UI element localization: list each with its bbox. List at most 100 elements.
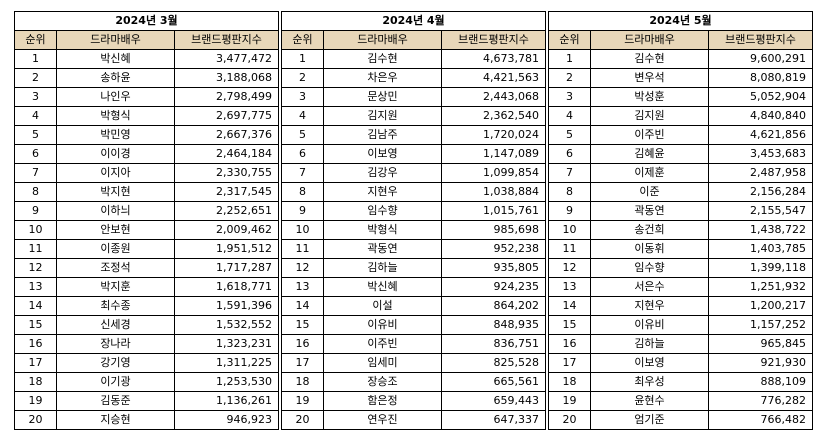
brand-index-cell: 2,009,462	[174, 220, 279, 240]
table-row: 7 이지아 2,330,755	[14, 163, 279, 183]
actor-name-cell: 이보영	[590, 353, 709, 373]
brand-index-cell: 776,282	[708, 391, 813, 411]
brand-index-cell: 965,845	[708, 334, 813, 354]
actor-name-cell: 강기영	[56, 353, 175, 373]
brand-index-cell: 1,323,231	[174, 334, 279, 354]
brand-index-cell: 2,362,540	[441, 106, 546, 126]
brand-index-cell: 2,155,547	[708, 201, 813, 221]
brand-index-cell: 985,698	[441, 220, 546, 240]
table-row: 12 김하늘 935,805	[281, 258, 546, 278]
rank-cell: 18	[14, 372, 57, 392]
table-row: 1 김수현 9,600,291	[548, 49, 813, 69]
rank-cell: 13	[281, 277, 324, 297]
actor-name-cell: 이동휘	[590, 239, 709, 259]
actor-name-cell: 김수현	[590, 49, 709, 69]
table-row: 15 신세경 1,532,552	[14, 315, 279, 335]
rank-cell: 17	[548, 353, 591, 373]
brand-index-cell: 924,235	[441, 277, 546, 297]
actor-name-cell: 이보영	[323, 144, 442, 164]
rank-cell: 9	[281, 201, 324, 221]
brand-index-cell: 2,252,651	[174, 201, 279, 221]
actor-name-cell: 지현우	[590, 296, 709, 316]
ranking-tables: 2024년 3월 순위 드라마배우 브랜드평판지수 1 박신혜 3,477,472 2 송하윤 3…	[14, 11, 813, 430]
brand-index-cell: 1,717,287	[174, 258, 279, 278]
actor-name-cell: 문상민	[323, 87, 442, 107]
rank-cell: 19	[548, 391, 591, 411]
table-row: 17 강기영 1,311,225	[14, 353, 279, 373]
table-row: 15 이유비 1,157,252	[548, 315, 813, 335]
rank-cell: 6	[548, 144, 591, 164]
actor-name-cell: 김남주	[323, 125, 442, 145]
table-row: 18 이기광 1,253,530	[14, 372, 279, 392]
actor-name-cell: 이기광	[56, 372, 175, 392]
rank-cell: 12	[14, 258, 57, 278]
table-row: 5 김남주 1,720,024	[281, 125, 546, 145]
brand-index-cell: 1,136,261	[174, 391, 279, 411]
actor-name-cell: 김강우	[323, 163, 442, 183]
brand-index-cell: 1,099,854	[441, 163, 546, 183]
brand-index-cell: 1,951,512	[174, 239, 279, 259]
brand-index-cell: 766,482	[708, 410, 813, 430]
ranking-table-2: 2024년 4월 순위 드라마배우 브랜드평판지수 1 김수현 4,673,781 2 차은우 4…	[281, 11, 546, 430]
actor-name-cell: 박형식	[56, 106, 175, 126]
actor-name-cell: 이이경	[56, 144, 175, 164]
ranking-table-3: 2024년 5월 순위 드라마배우 브랜드평판지수 1 김수현 9,600,291 2 변우석 8…	[548, 11, 813, 430]
rank-cell: 7	[14, 163, 57, 183]
rank-cell: 5	[548, 125, 591, 145]
brand-index-cell: 4,621,856	[708, 125, 813, 145]
brand-index-cell: 952,238	[441, 239, 546, 259]
table-row: 12 임수향 1,399,118	[548, 258, 813, 278]
actor-name-cell: 나인우	[56, 87, 175, 107]
brand-index-cell: 1,157,252	[708, 315, 813, 335]
rank-cell: 14	[548, 296, 591, 316]
table-row: 11 곽동연 952,238	[281, 239, 546, 259]
rank-cell: 16	[548, 334, 591, 354]
actor-name-cell: 곽동연	[323, 239, 442, 259]
rank-cell: 9	[548, 201, 591, 221]
table-row: 11 이종원 1,951,512	[14, 239, 279, 259]
table-row: 19 김동준 1,136,261	[14, 391, 279, 411]
actor-name-cell: 김하늘	[590, 334, 709, 354]
rank-cell: 2	[14, 68, 57, 88]
table-row: 8 박지현 2,317,545	[14, 182, 279, 202]
brand-index-cell: 647,337	[441, 410, 546, 430]
rank-cell: 15	[548, 315, 591, 335]
table-row: 17 이보영 921,930	[548, 353, 813, 373]
table-row: 3 나인우 2,798,499	[14, 87, 279, 107]
month-title: 2024년 3월	[14, 11, 279, 31]
table-row: 13 서은수 1,251,932	[548, 277, 813, 297]
brand-index-cell: 1,618,771	[174, 277, 279, 297]
table-row: 14 최수종 1,591,396	[14, 296, 279, 316]
table-row: 5 이주빈 4,621,856	[548, 125, 813, 145]
table-row: 9 곽동연 2,155,547	[548, 201, 813, 221]
column-header-row: 순위 드라마배우 브랜드평판지수	[548, 30, 813, 50]
table-row: 15 이유비 848,935	[281, 315, 546, 335]
table-row: 1 박신혜 3,477,472	[14, 49, 279, 69]
brand-index-cell: 1,403,785	[708, 239, 813, 259]
table-row: 20 지승현 946,923	[14, 410, 279, 430]
table-row: 9 임수향 1,015,761	[281, 201, 546, 221]
actor-name-cell: 이준	[590, 182, 709, 202]
brand-index-cell: 1,399,118	[708, 258, 813, 278]
rank-cell: 5	[14, 125, 57, 145]
actor-name-cell: 윤현수	[590, 391, 709, 411]
actor-name-cell: 안보현	[56, 220, 175, 240]
table-row: 18 최우성 888,109	[548, 372, 813, 392]
index-header: 브랜드평판지수	[708, 30, 813, 50]
brand-index-cell: 888,109	[708, 372, 813, 392]
rank-cell: 4	[548, 106, 591, 126]
actor-name-cell: 곽동연	[590, 201, 709, 221]
table-row: 3 박성훈 5,052,904	[548, 87, 813, 107]
brand-index-cell: 1,015,761	[441, 201, 546, 221]
rank-cell: 19	[281, 391, 324, 411]
brand-index-cell: 1,532,552	[174, 315, 279, 335]
rank-cell: 10	[14, 220, 57, 240]
rank-cell: 1	[548, 49, 591, 69]
rank-cell: 4	[281, 106, 324, 126]
rank-cell: 12	[548, 258, 591, 278]
actor-name-cell: 임수향	[590, 258, 709, 278]
rank-cell: 18	[281, 372, 324, 392]
rank-cell: 11	[281, 239, 324, 259]
actor-name-cell: 최우성	[590, 372, 709, 392]
actor-name-cell: 이주빈	[323, 334, 442, 354]
